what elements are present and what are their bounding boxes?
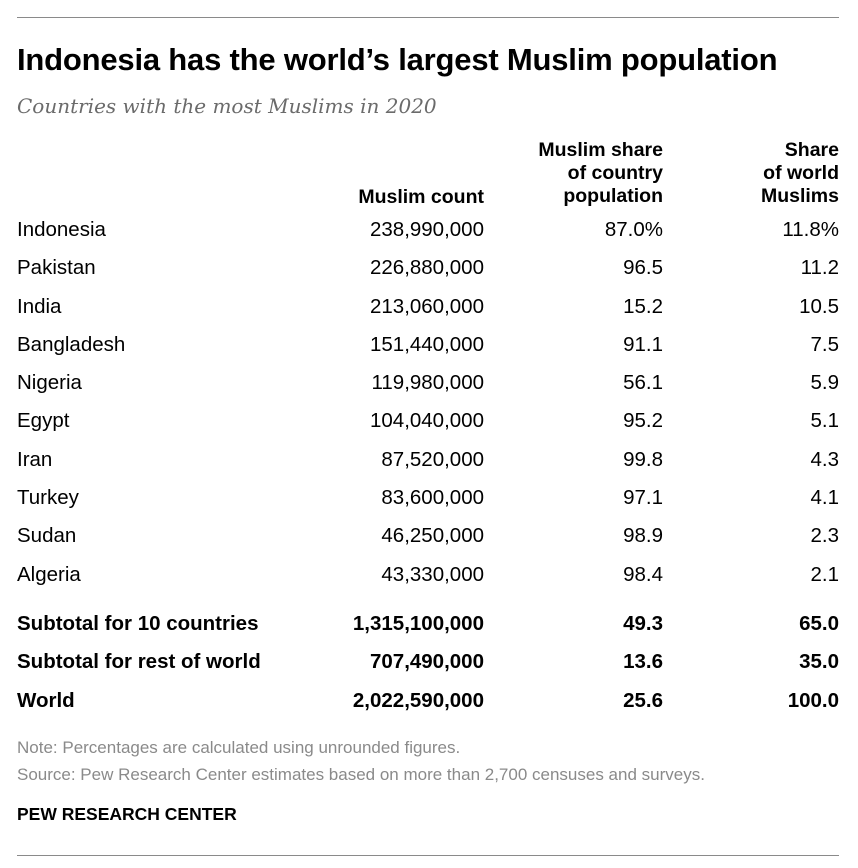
total-row: Subtotal for 10 countries 1,315,100,000 49…: [17, 606, 839, 644]
column-header-world-share: Share of world Muslims: [760, 139, 839, 207]
cell-country: Egypt: [17, 409, 70, 433]
cell-muslim-count: 238,990,000: [369, 218, 484, 241]
cell-muslim-count: 707,490,000: [369, 650, 484, 674]
cell-muslim-count: 226,880,000: [369, 256, 484, 280]
column-header-muslim-count: Muslim count: [358, 186, 484, 208]
cell-country: Subtotal for rest of world: [17, 650, 261, 674]
cell-country-share: 99.8: [623, 447, 663, 471]
cell-world-share: 7.5: [810, 332, 840, 356]
cell-country-share: 25.6: [623, 688, 663, 712]
cell-muslim-count: 119,980,000: [371, 371, 484, 395]
cell-world-share: 5.1: [810, 409, 840, 433]
table-spacer: [17, 595, 839, 606]
cell-world-share: 5.9: [810, 371, 840, 395]
cell-country: Bangladesh: [17, 332, 126, 356]
cell-muslim-count: 104,040,000: [369, 409, 484, 433]
column-header-country-share: Muslim share of country population: [538, 139, 663, 207]
cell-world-share: 2.1: [810, 562, 840, 586]
total-row: World 2,022,590,000 25.6 100.0: [17, 683, 839, 721]
cell-country: Algeria: [17, 562, 81, 586]
cell-world-share: 2.3: [810, 524, 840, 548]
table-row: Indonesia 238,990,000 87.0% 11.8%: [17, 212, 839, 250]
cell-world-share: 10.5: [799, 294, 839, 318]
table-row: Egypt 104,040,000 95.2 5.1: [17, 403, 839, 441]
cell-muslim-count: 151,440,000: [369, 332, 484, 356]
source-text: Source: Pew Research Center estimates ba…: [17, 765, 705, 784]
cell-muslim-count: 83,600,000: [381, 486, 484, 510]
cell-muslim-count: 1,315,100,000: [352, 611, 484, 635]
brand-logo-text: PEW RESEARCH CENTER: [17, 804, 237, 824]
cell-muslim-count: 46,250,000: [381, 524, 484, 548]
cell-country: Iran: [17, 447, 53, 471]
table-row: Turkey 83,600,000 97.1 4.1: [17, 480, 839, 518]
table-row: Bangladesh 151,440,000 91.1 7.5: [17, 327, 839, 365]
cell-country-share: 13.6: [623, 650, 663, 674]
cell-country: Indonesia: [17, 218, 106, 241]
top-rule: [17, 17, 839, 18]
cell-country-share: 56.1: [623, 371, 663, 395]
cell-country: Nigeria: [17, 371, 82, 395]
cell-country: Sudan: [17, 524, 77, 548]
cell-country-share: 15.2: [623, 294, 663, 318]
cell-country-share: 49.3: [623, 611, 663, 635]
cell-country: Subtotal for 10 countries: [17, 611, 259, 635]
cell-country-share: 98.9: [623, 524, 663, 548]
bottom-rule: [17, 855, 839, 856]
cell-country-share: 87.0%: [604, 218, 663, 241]
cell-country-share: 95.2: [623, 409, 663, 433]
chart-subtitle: Countries with the most Muslims in 2020: [17, 94, 437, 118]
cell-country-share: 97.1: [623, 486, 663, 510]
cell-world-share: 11.2: [800, 256, 839, 280]
table-row: Nigeria 119,980,000 56.1 5.9: [17, 365, 839, 403]
table-row: Sudan 46,250,000 98.9 2.3: [17, 518, 839, 556]
cell-world-share: 65.0: [799, 611, 839, 635]
cell-world-share: 100.0: [787, 688, 839, 712]
cell-world-share: 11.8%: [782, 218, 839, 241]
cell-world-share: 35.0: [799, 650, 839, 674]
data-table: Indonesia 238,990,000 87.0% 11.8% Pakistan 22…: [17, 212, 839, 721]
cell-muslim-count: 213,060,000: [369, 294, 484, 318]
cell-country-share: 96.5: [623, 256, 663, 280]
cell-country-share: 91.1: [623, 332, 663, 356]
cell-world-share: 4.3: [810, 447, 840, 471]
cell-country: World: [17, 688, 75, 712]
cell-country: Turkey: [17, 486, 79, 510]
table-row: Pakistan 226,880,000 96.5 11.2: [17, 250, 839, 288]
cell-muslim-count: 2,022,590,000: [352, 688, 484, 712]
cell-country-share: 98.4: [623, 562, 663, 586]
total-row: Subtotal for rest of world 707,490,000 13.…: [17, 644, 839, 682]
cell-country: Pakistan: [17, 256, 96, 280]
table-row: India 213,060,000 15.2 10.5: [17, 289, 839, 327]
table-row: Iran 87,520,000 99.8 4.3: [17, 442, 839, 480]
table-row: Algeria 43,330,000 98.4 2.1: [17, 557, 839, 595]
cell-muslim-count: 87,520,000: [381, 447, 484, 471]
cell-muslim-count: 43,330,000: [381, 562, 484, 586]
cell-country: India: [17, 294, 62, 318]
cell-world-share: 4.1: [810, 486, 840, 510]
note-text: Note: Percentages are calculated using u…: [17, 738, 461, 757]
chart-title: Indonesia has the world’s largest Muslim…: [17, 42, 778, 77]
